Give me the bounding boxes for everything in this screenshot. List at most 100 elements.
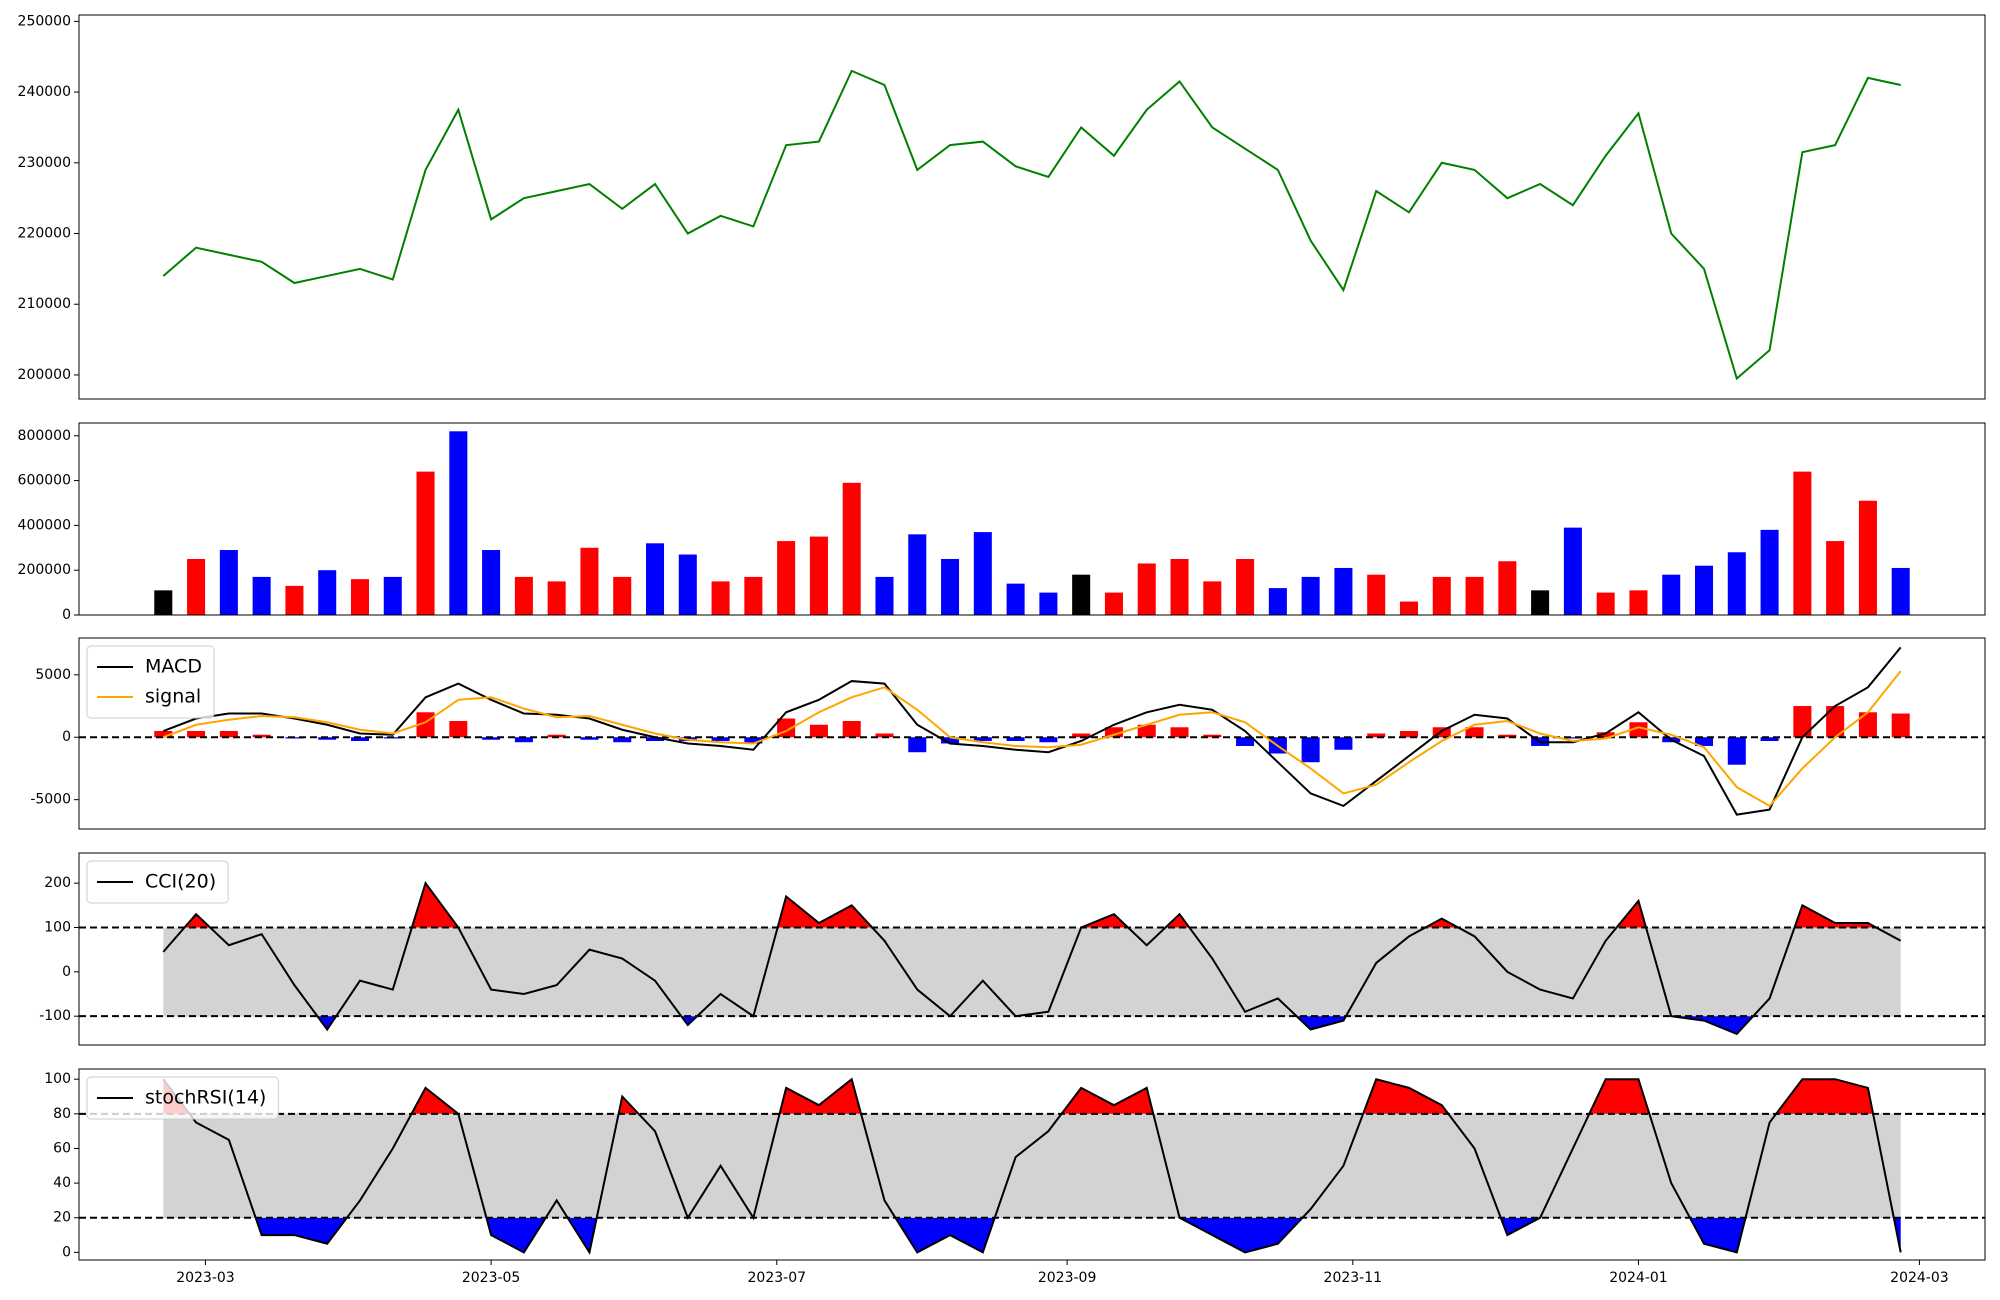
legend: stochRSI(14)	[86, 1076, 279, 1120]
bar	[514, 576, 533, 615]
bar	[1531, 590, 1550, 615]
bar	[580, 737, 599, 740]
bar	[941, 558, 960, 615]
bar	[1301, 737, 1320, 763]
bar	[449, 721, 468, 738]
bar	[1760, 529, 1779, 615]
bar	[1891, 567, 1910, 615]
band-fill	[163, 1113, 1901, 1218]
x-tick-label: 2023-05	[462, 1270, 521, 1286]
bar	[941, 737, 960, 744]
bar	[973, 737, 992, 741]
panel: 0 20 40 60 80 100 2023-03 2023-05 2023-07 2023-09…	[44, 1068, 1986, 1286]
x-tick-label: 2023-07	[748, 1270, 807, 1286]
bar	[613, 737, 632, 743]
bar	[842, 482, 861, 615]
bar	[744, 576, 763, 615]
bar	[875, 733, 894, 738]
bar	[1301, 576, 1320, 615]
below-fill	[163, 1016, 1901, 1034]
bar	[1072, 574, 1091, 615]
bar	[350, 579, 369, 615]
bar	[842, 721, 861, 738]
panel: -100 0 100 200 CCI(20)	[39, 852, 1986, 1046]
y-tick-label: 800000	[18, 428, 71, 444]
bar	[1596, 592, 1615, 615]
line	[162, 670, 1902, 808]
y-tick-label: 400000	[18, 517, 71, 533]
bar	[482, 737, 501, 740]
bar	[219, 731, 238, 738]
bar	[908, 534, 927, 615]
bar	[1399, 731, 1419, 738]
bar	[1858, 712, 1877, 738]
axes-frame	[78, 852, 1986, 1046]
legend: CCI(20)	[86, 860, 229, 904]
y-tick-label: 0	[62, 729, 71, 745]
bar	[1793, 471, 1812, 615]
bar	[187, 558, 206, 615]
y-tick-label: 80	[53, 1106, 71, 1122]
bar	[1465, 576, 1484, 615]
y-tick-label: 240000	[18, 84, 71, 100]
bar	[1760, 737, 1779, 741]
bar	[1498, 561, 1517, 615]
bar	[809, 536, 828, 615]
bar	[1367, 733, 1386, 738]
bar	[1104, 592, 1123, 615]
bar	[1793, 706, 1812, 738]
bar	[1039, 737, 1058, 743]
y-tick-label: -5000	[30, 792, 71, 808]
bar	[1662, 574, 1681, 615]
legend-label: stochRSI(14)	[145, 1087, 266, 1109]
y-tick-label: 250000	[18, 13, 71, 29]
x-tick-label: 2023-11	[1324, 1270, 1383, 1286]
bar	[154, 590, 173, 615]
axes-frame	[78, 637, 1986, 830]
axes-frame	[78, 1068, 1986, 1261]
bar	[1629, 590, 1648, 615]
line	[162, 880, 1902, 1036]
bar	[1826, 706, 1845, 738]
bar	[383, 576, 402, 615]
bar	[1563, 527, 1582, 615]
bar	[547, 581, 566, 615]
bar	[1498, 734, 1517, 738]
legend-box	[86, 860, 229, 904]
line	[162, 646, 1902, 816]
y-tick-label: 0	[62, 607, 71, 623]
bar	[318, 737, 337, 740]
y-tick-label: 230000	[18, 155, 71, 171]
bar	[1432, 576, 1451, 615]
y-tick-label: 20	[53, 1210, 71, 1226]
bar	[1629, 722, 1648, 738]
y-tick-label: 0	[62, 964, 71, 980]
bar	[318, 570, 337, 615]
bar	[1170, 558, 1189, 615]
bar	[1104, 727, 1123, 738]
legend-label: signal	[145, 686, 201, 708]
x-tick-label: 2024-01	[1609, 1270, 1668, 1286]
bar	[973, 532, 992, 615]
legend: MACD signal	[86, 645, 215, 719]
bar	[1203, 581, 1222, 615]
bar	[252, 576, 271, 615]
bar	[678, 554, 697, 615]
bar	[1596, 732, 1615, 738]
line	[162, 1077, 1902, 1256]
bar	[1727, 552, 1746, 615]
panel: 0 200000 400000 600000 800000	[18, 422, 1986, 623]
y-tick-label: -100	[39, 1008, 71, 1024]
legend-box	[86, 1076, 279, 1120]
bar	[1236, 558, 1255, 615]
x-tick-label: 2024-03	[1890, 1270, 1949, 1286]
bar	[1137, 563, 1156, 615]
bar	[187, 731, 206, 738]
bar	[1006, 583, 1025, 615]
y-tick-label: 100	[44, 1071, 71, 1087]
band-fill	[163, 927, 1901, 1017]
y-tick-label: 210000	[18, 296, 71, 312]
bar	[252, 734, 271, 738]
bar	[1203, 734, 1222, 738]
bar	[1399, 601, 1419, 615]
